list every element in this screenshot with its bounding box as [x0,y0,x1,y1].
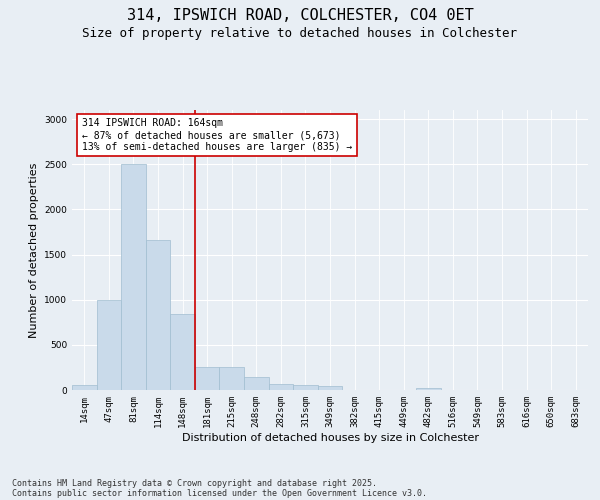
Text: Contains HM Land Registry data © Crown copyright and database right 2025.: Contains HM Land Registry data © Crown c… [12,478,377,488]
Bar [318,386,342,390]
Bar [72,384,97,390]
Bar [416,388,440,390]
Bar [220,366,244,390]
Y-axis label: Number of detached properties: Number of detached properties [29,162,38,338]
Bar [269,384,293,390]
Bar [195,366,220,390]
Text: 314 IPSWICH ROAD: 164sqm
← 87% of detached houses are smaller (5,673)
13% of sem: 314 IPSWICH ROAD: 164sqm ← 87% of detach… [82,118,353,152]
Bar [244,378,269,390]
X-axis label: Distribution of detached houses by size in Colchester: Distribution of detached houses by size … [182,432,479,442]
Bar [121,164,146,390]
Bar [293,385,318,390]
Bar [97,300,121,390]
Text: Contains public sector information licensed under the Open Government Licence v3: Contains public sector information licen… [12,488,427,498]
Bar [146,240,170,390]
Text: 314, IPSWICH ROAD, COLCHESTER, CO4 0ET: 314, IPSWICH ROAD, COLCHESTER, CO4 0ET [127,8,473,22]
Bar [170,314,195,390]
Text: Size of property relative to detached houses in Colchester: Size of property relative to detached ho… [83,28,517,40]
